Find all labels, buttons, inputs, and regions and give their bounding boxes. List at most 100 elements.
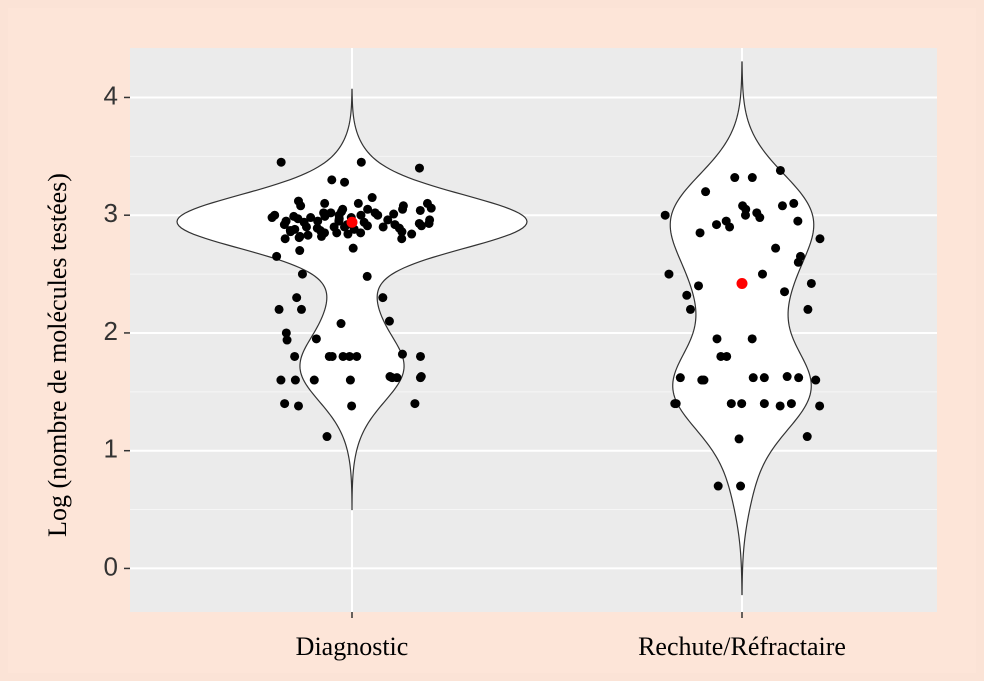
data-point xyxy=(398,204,408,214)
data-point xyxy=(782,372,792,382)
data-point xyxy=(345,375,355,385)
data-point xyxy=(356,228,366,238)
data-point xyxy=(736,481,746,491)
y-tick-label: 2 xyxy=(104,316,118,346)
data-point xyxy=(803,304,813,314)
data-point xyxy=(320,198,330,208)
data-point xyxy=(664,269,674,279)
data-point xyxy=(362,271,372,281)
data-point xyxy=(282,335,292,345)
data-point xyxy=(415,351,425,361)
data-point xyxy=(815,401,825,411)
data-point xyxy=(747,173,757,183)
data-point xyxy=(759,399,769,409)
data-point xyxy=(682,290,692,300)
data-point xyxy=(292,293,302,303)
data-point xyxy=(306,213,316,223)
data-point xyxy=(326,208,336,218)
data-point xyxy=(297,269,307,279)
data-point xyxy=(295,246,305,256)
data-point xyxy=(694,281,704,291)
data-point xyxy=(313,216,323,226)
data-point xyxy=(794,373,804,383)
y-axis-label: Log (nombre de molécules testées) xyxy=(43,173,72,537)
data-point xyxy=(685,304,695,314)
data-point xyxy=(415,205,425,215)
data-point xyxy=(356,210,366,220)
data-point xyxy=(775,401,785,411)
data-point xyxy=(301,222,311,232)
data-point xyxy=(367,193,377,203)
data-point xyxy=(339,222,349,232)
data-point xyxy=(280,234,290,244)
data-point xyxy=(383,215,393,225)
data-point xyxy=(748,373,758,383)
data-point xyxy=(815,234,825,244)
data-point xyxy=(340,177,350,187)
data-point xyxy=(384,316,394,326)
data-point xyxy=(320,228,330,238)
data-point xyxy=(286,227,296,237)
data-point xyxy=(793,257,803,267)
data-point xyxy=(426,203,436,213)
data-point xyxy=(296,304,306,314)
y-tick-label: 0 xyxy=(104,551,118,581)
data-point xyxy=(338,351,348,361)
data-point xyxy=(276,157,286,167)
data-point xyxy=(786,399,796,409)
data-point xyxy=(348,243,358,253)
y-tick-label: 1 xyxy=(104,434,118,464)
data-point xyxy=(279,220,289,230)
data-point xyxy=(281,328,291,338)
data-point xyxy=(730,173,740,183)
data-point xyxy=(726,399,736,409)
data-point xyxy=(806,278,816,288)
data-point xyxy=(274,304,284,314)
data-point xyxy=(294,233,304,243)
data-point xyxy=(675,373,685,383)
data-point xyxy=(755,213,765,223)
violin xyxy=(176,88,528,511)
data-point xyxy=(397,349,407,359)
data-point xyxy=(362,221,372,231)
data-point xyxy=(363,204,373,214)
mean-point xyxy=(736,277,748,289)
data-point xyxy=(407,229,417,239)
data-point xyxy=(397,227,407,237)
data-point xyxy=(378,293,388,303)
data-point xyxy=(322,432,332,442)
data-point xyxy=(414,163,424,173)
data-point xyxy=(789,198,799,208)
data-point xyxy=(660,210,670,220)
data-point xyxy=(389,209,399,219)
data-point xyxy=(737,399,747,409)
data-point xyxy=(701,187,711,197)
data-point xyxy=(329,222,339,232)
data-point xyxy=(725,222,735,232)
data-point xyxy=(303,230,313,240)
data-point xyxy=(327,175,337,185)
data-point xyxy=(811,375,821,385)
data-point xyxy=(722,351,732,361)
data-point xyxy=(293,401,303,411)
data-point xyxy=(802,432,812,442)
data-point xyxy=(280,399,290,409)
data-point xyxy=(410,399,420,409)
data-point xyxy=(793,216,803,226)
data-point xyxy=(397,234,407,244)
data-point xyxy=(296,201,306,211)
data-point xyxy=(276,375,286,385)
data-point xyxy=(311,334,321,344)
data-point xyxy=(343,229,353,239)
data-point xyxy=(775,165,785,175)
data-point xyxy=(290,375,300,385)
mean-point xyxy=(346,216,358,228)
data-point xyxy=(777,201,787,211)
data-point xyxy=(290,351,300,361)
data-point xyxy=(416,372,426,382)
data-point xyxy=(272,251,282,261)
panel xyxy=(130,48,937,612)
data-point xyxy=(671,399,681,409)
data-point xyxy=(695,228,705,238)
